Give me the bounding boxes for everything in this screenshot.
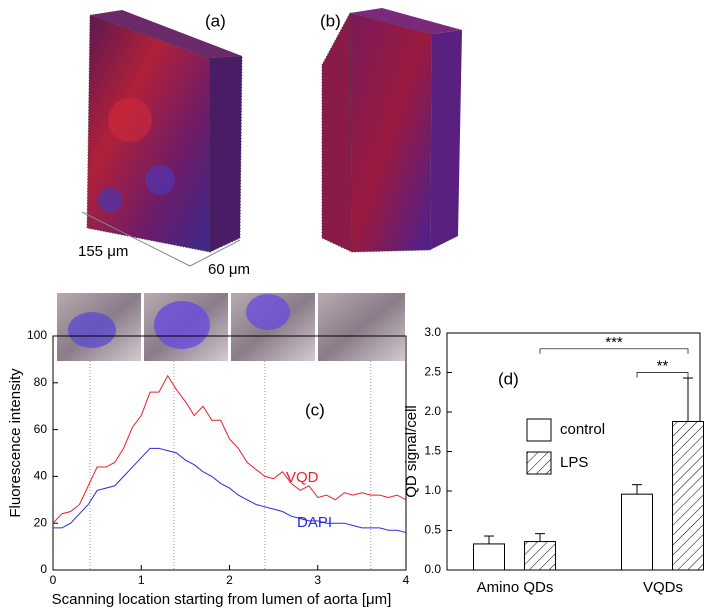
y-tick-label: 3.0 bbox=[424, 325, 441, 339]
data-line bbox=[52, 374, 407, 524]
dimension-line bbox=[81, 211, 191, 267]
y-tick-label: 100 bbox=[27, 328, 47, 342]
x-axis-label: Scanning location starting from lumen of… bbox=[52, 591, 392, 608]
chart-title: (c) bbox=[305, 400, 325, 419]
bar bbox=[473, 543, 505, 571]
y-tick-label: 20 bbox=[34, 515, 48, 529]
x-tick-label: 3 bbox=[314, 573, 321, 587]
y-tick-label: 60 bbox=[34, 422, 48, 436]
x-tick-label: VQDs bbox=[643, 579, 683, 596]
microscopy-strip bbox=[57, 293, 405, 361]
dimension-label: 155 μm bbox=[78, 243, 128, 260]
significance-label: ** bbox=[657, 357, 669, 374]
bar bbox=[621, 493, 653, 571]
y-tick-label: 80 bbox=[34, 375, 48, 389]
panel-label: (a) bbox=[205, 11, 226, 30]
series-label: VQD bbox=[286, 469, 319, 486]
legend-label: LPS bbox=[560, 454, 588, 471]
x-tick-label: 0 bbox=[50, 573, 57, 587]
series-label: DAPI bbox=[297, 514, 332, 531]
block-a bbox=[86, 10, 243, 253]
y-tick-label: 0 bbox=[40, 562, 47, 576]
significance-bracket bbox=[636, 372, 689, 378]
dimension-line bbox=[189, 239, 241, 267]
x-tick-label: 4 bbox=[403, 573, 410, 587]
y-tick-label: 0.5 bbox=[424, 523, 441, 537]
legend-swatch bbox=[526, 418, 552, 442]
y-tick-label: 0.0 bbox=[424, 562, 441, 576]
bar bbox=[524, 541, 556, 571]
x-tick-label: Amino QDs bbox=[477, 579, 554, 596]
x-tick-label: 2 bbox=[226, 573, 233, 587]
plot-frame bbox=[52, 335, 407, 571]
dimension-label: 60 μm bbox=[208, 261, 250, 278]
x-tick-label: 1 bbox=[138, 573, 145, 587]
y-axis-label: Fluorescence intensity bbox=[7, 368, 24, 518]
y-axis-label: QD signal/cell bbox=[403, 405, 420, 498]
block-b bbox=[321, 8, 462, 253]
significance-bracket bbox=[539, 348, 689, 354]
data-line bbox=[53, 447, 407, 534]
panel-label: (b) bbox=[320, 11, 341, 30]
bar bbox=[672, 420, 704, 571]
y-tick-label: 2.5 bbox=[424, 365, 441, 379]
y-tick-label: 40 bbox=[34, 469, 48, 483]
legend-label: control bbox=[560, 421, 605, 438]
chart-title: (d) bbox=[498, 369, 519, 388]
y-tick-label: 1.5 bbox=[424, 444, 441, 458]
y-tick-label: 2.0 bbox=[424, 404, 441, 418]
y-tick-label: 1.0 bbox=[424, 483, 441, 497]
legend-swatch bbox=[526, 451, 552, 475]
significance-label: *** bbox=[605, 334, 623, 351]
